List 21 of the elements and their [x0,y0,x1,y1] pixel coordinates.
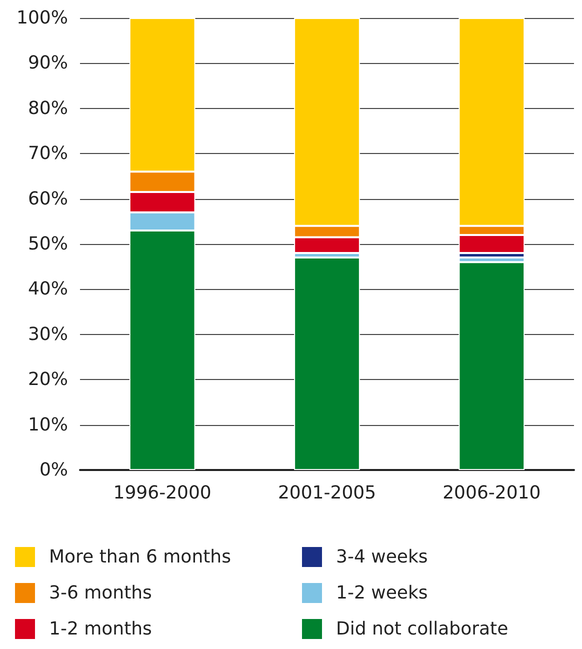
legend-label: 1-2 weeks [336,582,428,604]
y-tick-label: 80% [28,98,68,119]
x-tick-label: 2006-2010 [442,482,541,504]
legend-label: More than 6 months [49,546,231,568]
y-tick-label: 70% [28,143,68,164]
legend-label: Did not collaborate [336,618,508,640]
legend-label: 3-6 months [49,582,152,604]
y-tick-label: 10% [28,414,68,436]
y-tick-label: 60% [28,188,68,210]
bar [294,258,360,470]
y-tick-label: 30% [28,324,68,345]
x-tick-label: 2001-2005 [278,482,376,504]
y-tick-label: 100% [16,8,68,28]
y-tick-label: 20% [28,369,68,390]
y-tick-label: 0% [39,460,68,480]
legend-label: 3-4 weeks [336,546,428,568]
x-tick-label: 1996-2000 [113,482,212,504]
y-tick-label: 40% [28,278,68,300]
y-tick-label: 50% [28,234,68,254]
y-tick-label: 90% [28,52,68,74]
legend-label: 1-2 months [49,618,152,640]
